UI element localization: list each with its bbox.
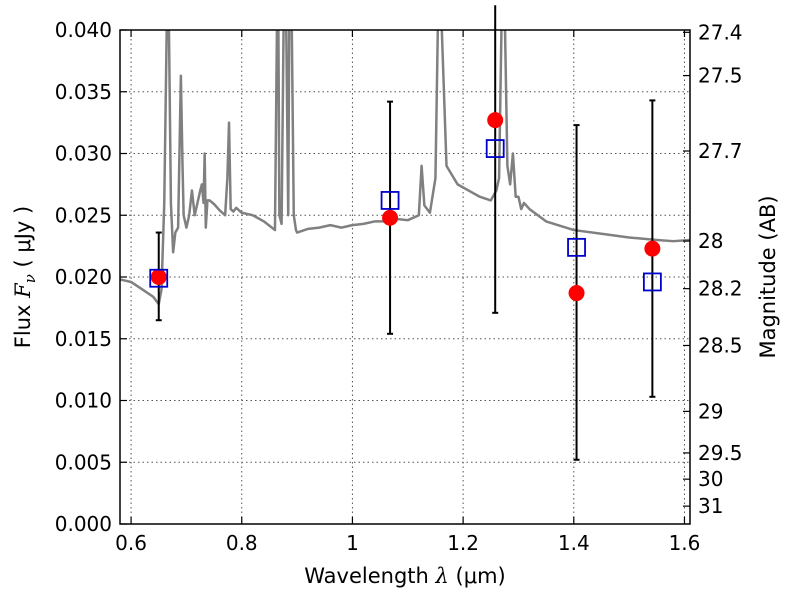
y-tick-label: 0.035 — [55, 80, 112, 104]
observed-point — [382, 209, 399, 226]
y-tick-label: 0.000 — [55, 512, 112, 536]
y-tick-label: 0.030 — [55, 142, 112, 166]
observed-point — [150, 269, 167, 285]
x-axis-label-unit: (μm) — [456, 564, 506, 588]
model-photometry-points — [149, 139, 662, 292]
x-axis-label-symbol: λ — [435, 564, 449, 588]
y-axis-label-prefix: Flux — [11, 305, 35, 349]
y-tick-label: 0.040 — [55, 18, 112, 42]
x-tick-label: 1.6 — [669, 531, 701, 555]
y2-tick-label: 31 — [698, 494, 723, 518]
x-tick-label: 0.6 — [115, 531, 147, 555]
x-axis-ticks: 0.6 0.8 1 1.2 1.4 1.6 — [115, 30, 700, 555]
model-spectrum — [120, 30, 690, 306]
error-bars — [155, 5, 656, 461]
x-axis-label: Wavelength λ (μm) — [304, 564, 505, 588]
y2-tick-label: 27.5 — [698, 64, 743, 88]
x-tick-label: 1.2 — [447, 531, 479, 555]
y-tick-label: 0.010 — [55, 389, 112, 413]
y-axis-label-subscript: ν — [21, 274, 39, 283]
y-axis-label-symbol: F — [11, 282, 35, 299]
x-tick-label: 0.8 — [226, 531, 258, 555]
y-tick-label: 0.005 — [55, 450, 112, 474]
y-axis-label-unit: ( μJy ) — [11, 206, 35, 268]
y2-tick-label: 27.4 — [698, 20, 743, 44]
model-photometry-point — [567, 237, 586, 257]
y2-tick-label: 28 — [698, 229, 723, 253]
y2-tick-label: 28.2 — [698, 277, 743, 301]
y-axis-ticks: 0.000 0.005 0.010 0.015 0.020 0.025 0.030 0.035… — [55, 18, 127, 536]
y2-axis-label: Magnitude (AB) — [756, 195, 780, 358]
y-tick-label: 0.015 — [55, 327, 112, 351]
observed-point — [568, 285, 585, 302]
model-spectrum-line — [120, 30, 690, 306]
observed-points — [150, 112, 661, 302]
grid — [120, 30, 690, 524]
y2-tick-label: 28.5 — [698, 333, 743, 357]
model-photometry-point — [642, 272, 662, 292]
x-tick-label: 1.4 — [558, 531, 590, 555]
y2-axis-ticks: 27.4 27.5 27.7 28 28.2 28.5 29 29.530 31 — [683, 20, 743, 518]
observed-point — [644, 240, 661, 257]
y2-tick-label: 29 — [698, 399, 723, 423]
y-axis-label: Flux Fν ( μJy ) — [11, 206, 40, 348]
model-photometry-point — [380, 191, 400, 210]
y2-tick-label: 29.5 — [698, 441, 743, 465]
x-tick-label: 1 — [346, 531, 359, 555]
observed-point — [487, 112, 504, 129]
x-axis-label-prefix: Wavelength — [304, 564, 429, 588]
y2-tick-label: 27.7 — [698, 139, 743, 163]
model-photometry-point — [485, 139, 505, 158]
y-tick-label: 0.020 — [55, 265, 112, 289]
model-photometry-point — [149, 268, 169, 288]
y-tick-label: 0.025 — [55, 203, 112, 227]
y2-tick-label: 30 — [698, 467, 723, 491]
